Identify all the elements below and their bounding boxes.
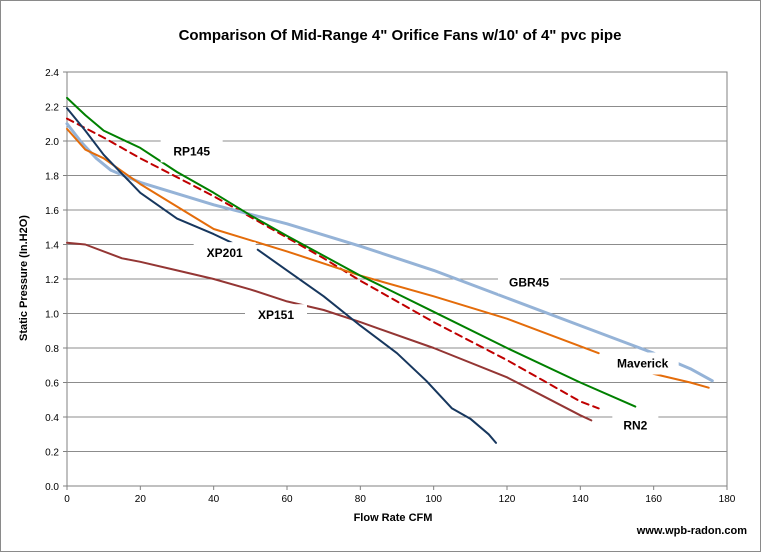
series-label-box <box>612 414 659 437</box>
x-tick-label: 40 <box>208 494 220 505</box>
series-line-gbr45 <box>65 122 714 383</box>
y-axis-title: Static Pressure (In.H2O) <box>18 215 30 341</box>
y-tick-label: 0.6 <box>45 379 59 390</box>
y-tick-label: 1.8 <box>45 172 59 183</box>
series-line-xp201 <box>66 107 233 244</box>
series-label-maverick: Maverick <box>617 357 669 371</box>
series-label-rp145: RP145 <box>173 144 210 158</box>
y-tick-label: 1.0 <box>45 310 59 321</box>
series-label-box <box>193 242 256 265</box>
x-axis-title: Flow Rate CFM <box>354 512 433 524</box>
series-label-box <box>498 271 560 294</box>
y-tick-label: 0.4 <box>45 413 59 424</box>
x-tick-label: 180 <box>719 494 736 505</box>
series-label-xp151: XP151 <box>258 308 294 322</box>
series-line-xp201 <box>256 248 497 444</box>
y-tick-label: 2.4 <box>45 68 59 79</box>
series-line-maverick <box>66 127 600 355</box>
series-line-rn2 <box>66 96 637 408</box>
y-tick-label: 2.2 <box>45 103 59 114</box>
x-tick-label: 140 <box>572 494 589 505</box>
y-tick-label: 1.4 <box>45 241 59 252</box>
x-tick-label: 160 <box>645 494 662 505</box>
series-layer <box>65 96 714 444</box>
x-tick-label: 0 <box>64 494 70 505</box>
series-label-box <box>245 304 307 327</box>
watermark: www.wpb-radon.com <box>636 525 747 537</box>
series-label-rn2: RN2 <box>623 419 647 433</box>
series-label-box <box>160 140 223 163</box>
chart-title: Comparison Of Mid-Range 4" Orifice Fans … <box>179 27 622 44</box>
x-tick-label: 100 <box>425 494 442 505</box>
y-tick-label: 0.2 <box>45 448 59 459</box>
series-labels: RP145 XP201 GBR45 XP151 Maverick RN2 <box>160 140 679 437</box>
x-tick-label: 80 <box>355 494 367 505</box>
series-label-box <box>606 352 679 375</box>
axes: 0.0 0.2 0.4 0.6 0.8 1.0 1.2 1.4 1.6 1.8 2.0 2.2 2.4 0… <box>45 68 736 505</box>
y-tick-label: 1.6 <box>45 206 59 217</box>
series-label-xp201: XP201 <box>207 246 243 260</box>
x-tick-label: 60 <box>281 494 293 505</box>
y-tick-label: 2.0 <box>45 137 59 148</box>
y-tick-label: 0.0 <box>45 482 59 493</box>
y-tick-label: 0.8 <box>45 344 59 355</box>
x-tick-label: 120 <box>499 494 516 505</box>
series-label-gbr45: GBR45 <box>509 275 549 289</box>
y-tick-label: 1.2 <box>45 275 59 286</box>
x-tick-label: 20 <box>135 494 147 505</box>
series-line-xp151 <box>66 241 593 422</box>
